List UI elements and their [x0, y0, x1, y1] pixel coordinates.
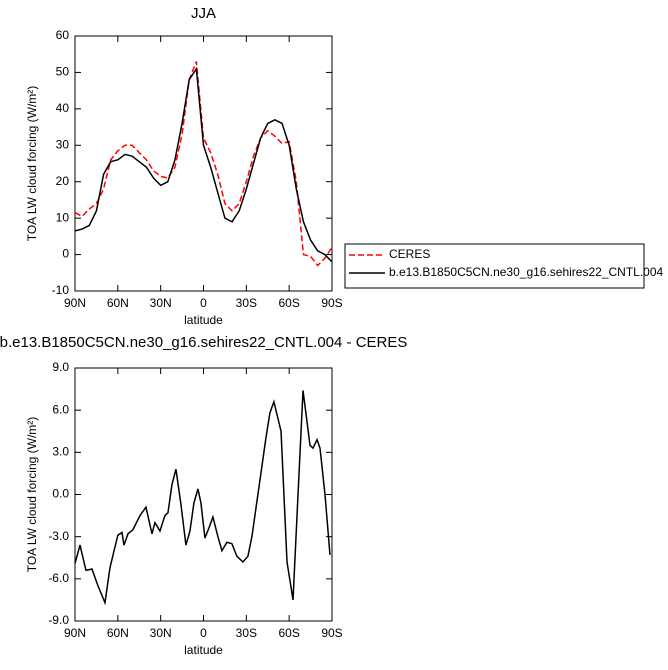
x-tick-label: 90S — [321, 626, 342, 640]
y-tick-label: -6.0 — [48, 571, 69, 585]
x-tick-label: 30S — [236, 626, 257, 640]
x-tick-label: 90S — [321, 296, 342, 310]
y-tick-label: 20 — [56, 174, 70, 188]
y-tick-label: 0 — [62, 247, 69, 261]
x-axis-label: latitude — [184, 313, 223, 327]
x-tick-label: 90N — [64, 626, 86, 640]
x-tick-label: 60N — [107, 626, 129, 640]
y-tick-label: -10 — [52, 283, 70, 297]
y-axis-label: TOA LW cloud forcing (W/m²) — [25, 417, 39, 573]
x-axis-label: latitude — [184, 643, 223, 657]
data-line — [74, 61, 333, 267]
x-tick-label: 0 — [200, 626, 207, 640]
x-tick-label: 90N — [64, 296, 86, 310]
chart-title: b.e13.B1850C5CN.ne30_g16.sehires22_CNTL.… — [0, 334, 407, 351]
y-tick-label: -9.0 — [48, 613, 69, 627]
legend-label: CERES — [389, 247, 430, 261]
y-tick-label: 0.0 — [52, 487, 69, 501]
x-tick-label: 30N — [150, 626, 172, 640]
plot-frame — [74, 35, 333, 292]
legend-box — [344, 243, 645, 289]
y-tick-label: 6.0 — [52, 402, 69, 416]
data-line — [74, 66, 333, 263]
y-tick-label: 9.0 — [52, 360, 69, 374]
y-tick-label: 50 — [56, 65, 70, 79]
data-line — [74, 390, 331, 606]
x-tick-label: 30S — [236, 296, 257, 310]
y-tick-label: 60 — [56, 28, 70, 42]
y-axis-label: TOA LW cloud forcing (W/m²) — [25, 86, 39, 242]
x-tick-label: 60N — [107, 296, 129, 310]
x-tick-label: 60S — [278, 296, 299, 310]
y-tick-label: 10 — [56, 210, 70, 224]
chart-title: JJA — [191, 5, 216, 22]
legend-label: b.e13.B1850C5CN.ne30_g16.sehires22_CNTL.… — [389, 265, 664, 279]
y-tick-label: 3.0 — [52, 445, 69, 459]
y-tick-label: 40 — [56, 101, 70, 115]
y-tick-label: 30 — [56, 137, 70, 151]
x-tick-label: 60S — [278, 626, 299, 640]
y-tick-label: -3.0 — [48, 529, 69, 543]
x-tick-label: 30N — [150, 296, 172, 310]
x-tick-label: 0 — [200, 296, 207, 310]
